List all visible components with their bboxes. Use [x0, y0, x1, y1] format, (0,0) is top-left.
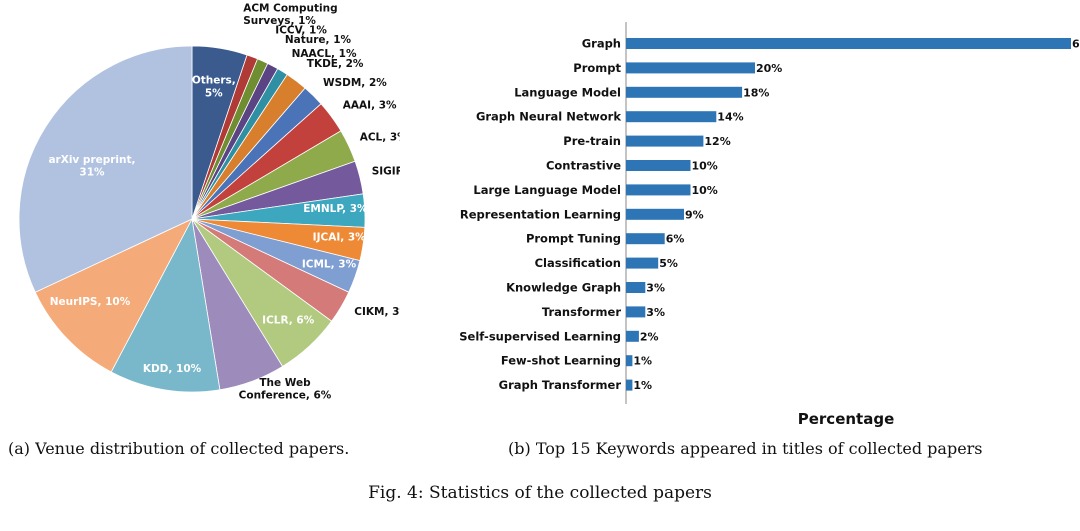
pie-slice-label: WSDM, 2%	[323, 77, 387, 89]
x-axis-title: Percentage	[798, 410, 895, 428]
keyword-bar	[626, 184, 691, 196]
keyword-value-label: 1%	[633, 379, 652, 392]
keyword-label: Prompt Tuning	[526, 232, 621, 246]
keyword-bar	[626, 355, 633, 367]
pie-slice	[18, 45, 193, 293]
keyword-value-label: 12%	[704, 135, 730, 148]
keyword-bar-chart: Graph 69% Prompt 20% Language Model 18% Graph …	[459, 22, 1080, 428]
keyword-bar	[626, 379, 633, 391]
pie-slice-label: AAAI, 3%	[343, 100, 397, 112]
keyword-bar	[626, 282, 646, 293]
keyword-label: Few-shot Learning	[501, 354, 621, 368]
caption-b: (b) Top 15 Keywords appeared in titles o…	[508, 439, 983, 458]
keyword-label: Contrastive	[546, 159, 621, 173]
pie-slice-label: ICLR, 6%	[262, 314, 315, 326]
pie-slice-label: ICML, 3%	[302, 259, 357, 271]
keyword-label: Graph Transformer	[499, 378, 622, 392]
pie-slice	[34, 218, 193, 373]
keyword-label: Prompt	[573, 61, 621, 75]
pie-slice-label: Others, 5%	[192, 75, 236, 100]
pie-slice-label: Nature, 1%	[285, 34, 352, 46]
keyword-bar	[626, 330, 639, 342]
keyword-bar	[626, 111, 717, 123]
pie-slice-label: arXiv preprint, 31%	[48, 154, 135, 179]
keyword-label: Pre-train	[563, 134, 621, 148]
pie-slice-label: TKDE, 2%	[307, 58, 364, 70]
keyword-label: Knowledge Graph	[506, 281, 621, 295]
pie-slice-label: NeurIPS, 10%	[50, 296, 131, 308]
keyword-value-label: 2%	[640, 330, 659, 343]
pie-slice-label: KDD, 10%	[143, 363, 202, 375]
keyword-value-label: 14%	[717, 111, 743, 124]
keyword-label: Large Language Model	[473, 183, 621, 197]
keyword-value-label: 18%	[743, 86, 769, 99]
pie-slice-label: CIKM, 3%	[354, 306, 400, 318]
keyword-bar	[626, 306, 646, 318]
venue-pie-chart: Others, 5% ACM Computing Surveys, 1%ICCV, 1…	[18, 3, 400, 402]
keyword-value-label: 20%	[756, 62, 782, 75]
keyword-bar	[626, 208, 684, 220]
pie-slice-label: The Web Conference, 6%	[239, 377, 332, 402]
keyword-bar	[626, 86, 743, 98]
keyword-label: Transformer	[542, 305, 621, 319]
keyword-bar	[626, 135, 704, 147]
pie-slice-label: ACL, 3%	[360, 132, 400, 144]
pie-slice-label: IJCAI, 3%	[313, 232, 367, 244]
keyword-label: Classification	[535, 256, 621, 270]
pie-slice-label: ICCV, 1%	[275, 24, 327, 36]
keyword-bar	[626, 160, 691, 171]
keyword-bar	[626, 62, 755, 74]
keyword-value-label: 1%	[633, 355, 652, 368]
keyword-value-label: 9%	[685, 208, 704, 221]
keyword-value-label: 5%	[659, 257, 678, 270]
keyword-value-label: 3%	[646, 282, 665, 295]
pie-slice	[110, 217, 221, 393]
keyword-value-label: 6%	[666, 233, 685, 246]
caption-a: (a) Venue distribution of collected pape…	[8, 439, 350, 458]
keyword-label: Self-supervised Learning	[459, 329, 621, 343]
pie-slice-label: EMNLP, 3%	[303, 203, 368, 215]
pie-slice-label: ACM Computing Surveys, 1%	[243, 3, 337, 28]
keyword-value-label: 10%	[692, 184, 718, 197]
pie-slice-label: NAACL, 1%	[292, 48, 357, 60]
pie-slice-label: SIGIR, 3%	[372, 166, 400, 178]
keyword-label: Language Model	[514, 85, 621, 99]
keyword-label: Graph Neural Network	[476, 110, 621, 124]
figure-caption: Fig. 4: Statistics of the collected pape…	[368, 483, 712, 503]
keyword-value-label: 10%	[692, 160, 718, 173]
keyword-label: Graph	[582, 37, 621, 51]
keyword-value-label: 3%	[646, 306, 665, 319]
keyword-bar	[626, 257, 659, 269]
keyword-label: Representation Learning	[460, 207, 621, 221]
keyword-value-label: 69%	[1072, 38, 1080, 51]
keyword-bar	[626, 233, 665, 245]
keyword-bar	[626, 38, 1071, 49]
